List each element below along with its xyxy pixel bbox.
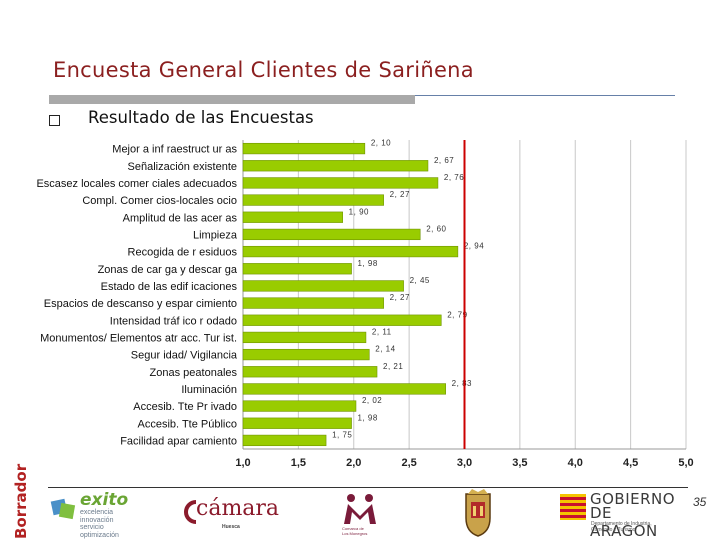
footer-rule (48, 487, 688, 488)
bar (242, 142, 366, 155)
title-rule-gray (49, 95, 415, 104)
data-label: 2, 27 (390, 293, 410, 302)
category-label: Señalización existente (128, 161, 237, 173)
coat-of-arms-icon (465, 489, 491, 537)
aragon-logo-line1: GOBIERNO (590, 490, 676, 508)
camara-mark-icon (184, 500, 197, 524)
data-label: 2, 11 (372, 327, 392, 336)
category-label: Accesib. Tte Público (138, 418, 237, 430)
bar (242, 177, 439, 189)
aragon-logo-line2: DE ARAGON (590, 504, 658, 540)
monegros-logo: Comarca de Los Monegros (340, 492, 384, 536)
bar (242, 314, 442, 326)
category-label: Escasez locales comer ciales adecuados (36, 178, 237, 190)
monegros-logo-sub: Comarca de Los Monegros (342, 526, 368, 536)
bar (242, 417, 352, 429)
category-label: Zonas peatonales (150, 367, 238, 379)
bar (242, 366, 378, 378)
category-label: Amplitud de las acer as (123, 212, 238, 224)
x-tick-label: 2,5 (401, 457, 416, 469)
bar (242, 280, 404, 292)
category-label: Limpieza (193, 229, 238, 241)
data-label: 2, 83 (452, 379, 472, 388)
exito-logo: exito excelencia innovación servicio opt… (50, 490, 160, 539)
bar (242, 400, 357, 412)
slide-title: Encuesta General Clientes de Sariñena (53, 58, 474, 82)
bar (242, 434, 327, 447)
bar (242, 263, 352, 275)
x-tick-label: 2,0 (346, 457, 361, 469)
category-label: Zonas de car ga y descar ga (98, 264, 238, 276)
bar (242, 194, 384, 206)
bar (242, 331, 367, 344)
camara-logo: cámara Huesca (180, 492, 290, 536)
monegros-mark-icon (344, 494, 376, 524)
data-label: 1, 90 (349, 207, 369, 216)
category-label: Iluminación (181, 384, 237, 396)
x-tick-label: 5,0 (678, 457, 693, 469)
bar (242, 211, 343, 223)
exito-logo-tagline: excelencia innovación servicio optimizac… (80, 509, 119, 539)
category-label: Intensidad tráf ico r odado (110, 315, 237, 327)
gobierno-aragon-logo: GOBIERNO DE ARAGON Departamento de Indus… (560, 490, 680, 540)
data-label: 1, 75 (332, 430, 352, 439)
category-label: Espacios de descanso y espar cimiento (44, 298, 237, 310)
x-tick-label: 1,5 (291, 457, 306, 469)
data-label: 2, 45 (410, 276, 430, 285)
data-label: 2, 21 (383, 362, 403, 371)
exito-logo-word: exito (80, 490, 129, 510)
aragon-logo-line3: Departamento de Industria, Comercio y Tu… (591, 521, 652, 533)
bar (242, 228, 421, 241)
x-tick-label: 1,0 (235, 457, 250, 469)
bar (242, 297, 384, 309)
bar (242, 383, 446, 395)
data-label: 1, 98 (358, 259, 378, 268)
page-number: 35 (693, 495, 707, 509)
borrador-watermark: Borrador (12, 463, 30, 539)
bar (242, 245, 459, 258)
data-label: 2, 27 (390, 190, 410, 199)
slide-subtitle: Resultado de las Encuestas (88, 108, 314, 127)
category-label: Mejor a inf raestruct ur as (112, 144, 237, 156)
x-tick-label: 4,0 (568, 457, 583, 469)
data-label: 2, 02 (362, 396, 382, 405)
category-label: Segur idad/ Vigilancia (131, 350, 238, 362)
data-label: 2, 79 (447, 310, 467, 319)
bar (242, 348, 370, 361)
camara-logo-word: cámara (196, 496, 280, 521)
data-label: 2, 60 (426, 224, 446, 233)
category-label: Monumentos/ Elementos atr acc. Tur ist. (40, 332, 237, 344)
category-label: Recogida de r esiduos (128, 247, 238, 259)
exito-mark-icon (50, 498, 76, 520)
municipal-shield-logo (458, 488, 498, 538)
aragon-flag-icon (560, 494, 586, 520)
data-label: 1, 98 (358, 413, 378, 422)
data-label: 2, 14 (375, 345, 395, 354)
x-tick-label: 3,0 (457, 457, 472, 469)
category-label: Compl. Comer cios-locales ocio (82, 195, 237, 207)
bullet-icon (49, 115, 60, 126)
data-label: 2, 10 (371, 139, 391, 148)
data-label: 2, 67 (434, 156, 454, 165)
title-rule-blue (415, 95, 675, 96)
camara-logo-sub: Huesca (222, 524, 240, 530)
x-tick-label: 3,5 (512, 457, 527, 469)
data-label: 2, 94 (464, 242, 484, 251)
category-label: Facilidad apar camiento (120, 435, 237, 447)
data-label: 2, 76 (444, 173, 464, 182)
bar-chart: Mejor a inf raestruct ur as 2, 10 Señaliza… (36, 139, 693, 469)
category-label: Estado de las edif icaciones (101, 281, 238, 293)
x-tick-label: 4,5 (623, 457, 638, 469)
bar (242, 160, 429, 172)
category-label: Accesib. Tte Pr ivado (133, 401, 237, 413)
